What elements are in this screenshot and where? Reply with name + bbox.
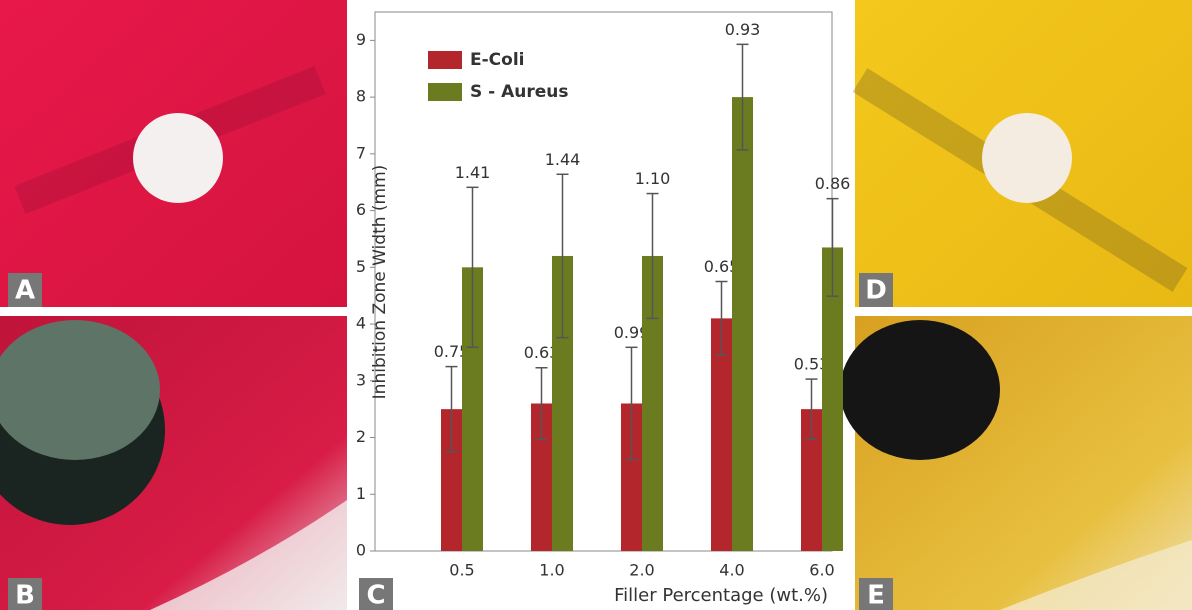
panel-label-box — [8, 578, 42, 610]
error-bar — [466, 186, 479, 349]
x-tick-label: 6.0 — [809, 561, 834, 580]
panel-label: B — [15, 581, 35, 610]
bar — [462, 267, 483, 551]
error-label: 0.86 — [815, 174, 851, 193]
error-label: 0.63 — [524, 343, 560, 362]
photo-d — [852, 0, 1192, 307]
y-tick-label: 7 — [356, 143, 366, 162]
y-tick-label: 2 — [356, 427, 366, 446]
error-bar — [445, 365, 458, 453]
panel-label: E — [867, 581, 885, 610]
error-label: 0.75 — [434, 342, 470, 361]
bar — [711, 318, 732, 551]
panel-label: D — [865, 276, 887, 306]
y-tick-label: 5 — [356, 257, 366, 276]
error-bar — [625, 346, 638, 461]
legend-swatch — [428, 51, 462, 69]
error-bar — [805, 378, 818, 440]
x-tick-label: 2.0 — [629, 561, 654, 580]
panel-label-box — [859, 273, 893, 307]
bar — [441, 409, 462, 551]
bar — [531, 403, 552, 551]
y-axis-label: Inhibition Zone Width (mm) — [370, 165, 390, 400]
y-tick-label: 1 — [356, 484, 366, 503]
legend-label: S - Aureus — [470, 82, 569, 102]
x-tick-label: 1.0 — [539, 561, 564, 580]
error-label: 0.93 — [725, 20, 761, 39]
y-tick-label: 3 — [356, 370, 366, 389]
error-bar — [736, 43, 749, 151]
panel-label: A — [15, 276, 35, 306]
error-label: 0.99 — [614, 323, 650, 342]
bar — [822, 247, 843, 552]
error-label: 0.53 — [794, 355, 830, 374]
legend-label: E-Coli — [470, 50, 524, 70]
photo-b — [0, 316, 347, 610]
error-label: 1.44 — [545, 150, 581, 169]
error-label: 1.10 — [635, 169, 671, 188]
y-tick-label: 4 — [356, 314, 366, 333]
y-tick-label: 9 — [356, 30, 366, 49]
bar — [552, 255, 573, 551]
error-bar — [646, 192, 659, 320]
bar — [732, 97, 753, 552]
y-tick-label: 0 — [356, 541, 366, 560]
x-tick-label: 4.0 — [719, 561, 744, 580]
error-bar — [535, 366, 548, 440]
bar — [801, 409, 822, 551]
panel-label-box — [8, 273, 42, 307]
photo-e — [840, 316, 1192, 610]
error-label: 0.65 — [704, 257, 740, 276]
bar — [642, 255, 663, 551]
error-bar — [715, 280, 728, 357]
error-bar — [556, 173, 569, 339]
panel-label: C — [366, 581, 385, 610]
bar — [621, 403, 642, 551]
error-label: 1.41 — [455, 163, 491, 182]
x-axis-label: Filler Percentage (wt.%) — [614, 585, 828, 606]
panel-label-box — [859, 578, 893, 610]
panel-label-box — [359, 578, 393, 610]
photo-a — [0, 0, 347, 307]
error-bar — [826, 197, 839, 298]
legend-swatch — [428, 83, 462, 101]
x-tick-label: 0.5 — [449, 561, 474, 580]
y-tick-label: 6 — [356, 200, 366, 219]
y-tick-label: 8 — [356, 87, 366, 106]
